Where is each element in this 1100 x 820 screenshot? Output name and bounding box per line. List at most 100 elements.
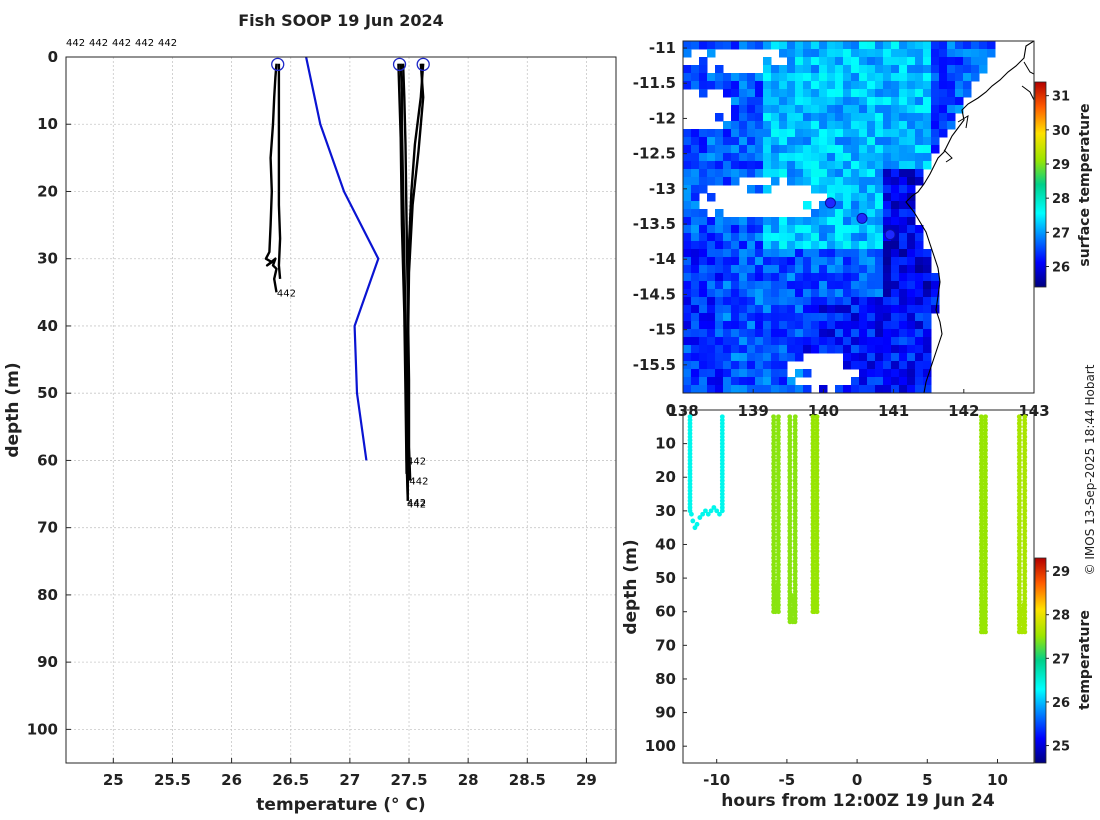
- sst-cell: [875, 41, 884, 50]
- sst-cell: [883, 377, 892, 386]
- timeseries-point: [719, 471, 725, 477]
- sst-cell: [923, 105, 932, 114]
- sst-cell: [763, 249, 772, 258]
- sst-cell: [883, 257, 892, 266]
- sst-cell: [827, 257, 836, 266]
- sst-cell: [723, 161, 732, 170]
- sst-cell: [923, 289, 932, 298]
- sst-cell: [827, 81, 836, 90]
- sst-cell: [931, 305, 940, 314]
- sst-cell: [707, 313, 716, 322]
- sst-cell: [883, 145, 892, 154]
- timeseries-y-ticks: 0 10 20 30 40 50 60 70 80 90 100: [645, 401, 687, 755]
- sst-cell: [843, 217, 852, 226]
- sst-cell: [915, 265, 924, 274]
- timeseries-point: [687, 471, 693, 477]
- sst-cell: [891, 249, 900, 258]
- sst-heatmap-cells: [683, 41, 996, 393]
- sst-cell: [683, 265, 692, 274]
- sst-cell: [763, 185, 772, 194]
- sst-cell: [931, 81, 940, 90]
- profile-x-label: temperature (° C): [256, 795, 425, 815]
- sst-cell: [707, 49, 716, 58]
- sst-cell: [923, 313, 932, 322]
- sst-cell: [947, 57, 956, 66]
- sst-cell: [771, 161, 780, 170]
- sst-cell: [891, 233, 900, 242]
- sst-cell: [859, 273, 868, 282]
- sst-cell: [835, 161, 844, 170]
- sst-cell: [883, 281, 892, 290]
- sst-cell: [683, 361, 692, 370]
- sst-cell: [851, 81, 860, 90]
- sst-cell: [683, 321, 692, 330]
- timeseries-point: [705, 511, 711, 517]
- sst-cell: [707, 321, 716, 330]
- sst-cell: [835, 209, 844, 218]
- sst-cell: [723, 225, 732, 234]
- sst-cell: [923, 265, 932, 274]
- sst-cell: [891, 289, 900, 298]
- sst-cell: [907, 281, 916, 290]
- sst-cell: [843, 337, 852, 346]
- sst-cell: [747, 297, 756, 306]
- sst-cell: [907, 201, 916, 210]
- timeseries-point: [719, 444, 725, 450]
- sst-cell: [811, 169, 820, 178]
- sst-cell: [691, 153, 700, 162]
- profile-y-tick-label: 0: [48, 48, 58, 66]
- sst-cell: [899, 337, 908, 346]
- sst-cell: [883, 73, 892, 82]
- sst-cell: [923, 257, 932, 266]
- sst-cell: [683, 313, 692, 322]
- sst-cell: [803, 177, 812, 186]
- sst-cell: [795, 49, 804, 58]
- sst-cell: [867, 169, 876, 178]
- map-y-tick-label: -11.5: [633, 74, 676, 92]
- sst-cell: [763, 81, 772, 90]
- sst-cell: [915, 41, 924, 50]
- sst-cell: [851, 153, 860, 162]
- sst-cell: [755, 385, 764, 393]
- sst-cell: [771, 73, 780, 82]
- sst-cell: [819, 161, 828, 170]
- sst-cell: [771, 137, 780, 146]
- timeseries-y-tick-label: 30: [655, 502, 676, 520]
- sst-cell: [891, 377, 900, 386]
- map-y-tick-label: -11: [649, 39, 676, 57]
- sst-cell: [891, 225, 900, 234]
- sst-cell: [915, 305, 924, 314]
- sst-cell: [851, 57, 860, 66]
- sst-cell: [835, 185, 844, 194]
- sst-cell: [835, 129, 844, 138]
- sst-cell: [923, 137, 932, 146]
- timeseries-point: [687, 481, 693, 487]
- timeseries-point: [687, 501, 693, 507]
- sst-cell: [851, 217, 860, 226]
- sst-cell: [923, 377, 932, 386]
- timeseries-point: [687, 441, 693, 447]
- sst-cell: [811, 289, 820, 298]
- sst-cell: [707, 145, 716, 154]
- profile-top-label: 442: [66, 38, 85, 49]
- sst-cell: [763, 369, 772, 378]
- sst-cell: [779, 249, 788, 258]
- sst-cell: [683, 337, 692, 346]
- sst-cell: [835, 153, 844, 162]
- sst-cell: [787, 105, 796, 114]
- sst-cell: [803, 265, 812, 274]
- sst-cell: [867, 225, 876, 234]
- sst-cell: [891, 177, 900, 186]
- sst-cell: [835, 385, 844, 393]
- sst-cell: [683, 137, 692, 146]
- sst-cell: [795, 81, 804, 90]
- sst-cell: [787, 297, 796, 306]
- sst-cell: [907, 121, 916, 130]
- sst-cell: [819, 41, 828, 50]
- sst-cell: [899, 241, 908, 250]
- sst-cell: [779, 289, 788, 298]
- sst-cell: [843, 49, 852, 58]
- sst-cell: [883, 345, 892, 354]
- sst-cell: [755, 185, 764, 194]
- sst-cell: [779, 121, 788, 130]
